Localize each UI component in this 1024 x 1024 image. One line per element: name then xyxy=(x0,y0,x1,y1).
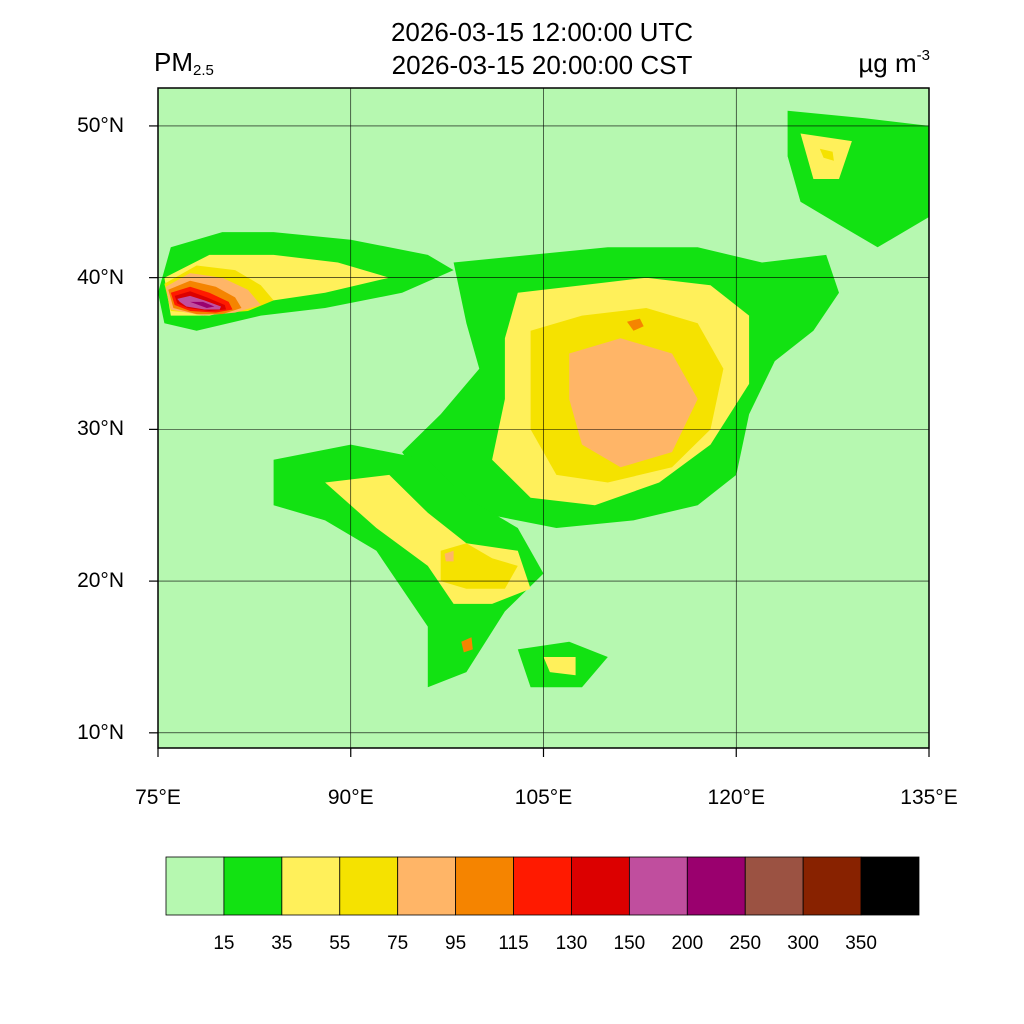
title-cst-time: 2026-03-15 20:00:00 CST xyxy=(391,50,693,80)
lon-label: 120°E xyxy=(707,786,765,809)
colorbar-label: 35 xyxy=(271,933,293,954)
colorbar-label: 150 xyxy=(613,933,646,954)
southwest-indochina-level-5 xyxy=(461,637,473,653)
colorbar-label: 250 xyxy=(729,933,762,954)
colorbar-label: 55 xyxy=(329,933,351,954)
lat-label: 20°N xyxy=(77,569,124,593)
northeast-level-3 xyxy=(819,148,834,161)
southwest-indochina-level-1 xyxy=(273,444,544,688)
unit-exponent: -3 xyxy=(916,47,930,64)
south-china-sea-level-2 xyxy=(543,657,576,676)
colorbar-label: 350 xyxy=(845,933,877,954)
lat-label: 50°N xyxy=(77,113,124,137)
lat-label: 30°N xyxy=(77,417,124,441)
lon-label: 75°E xyxy=(135,786,181,809)
southwest-indochina-level-3 xyxy=(440,543,518,589)
variable-label: PM2.5 xyxy=(154,47,214,79)
tarim-basin-level-9 xyxy=(190,301,215,308)
axis-ticks xyxy=(149,125,930,757)
colorbar-label: 130 xyxy=(555,933,588,954)
north-china-plain-level-5 xyxy=(627,318,644,331)
lon-label: 105°E xyxy=(514,786,573,809)
title-utc-time: 2026-03-15 12:00:00 UTC xyxy=(390,17,694,47)
unit-label: µg m-3 xyxy=(858,47,930,79)
lat-label: 10°N xyxy=(77,720,124,744)
pollution-contours xyxy=(158,110,929,688)
lon-label: 135°E xyxy=(900,786,958,809)
colorbar-label: 300 xyxy=(787,933,819,954)
colorbar-label: 95 xyxy=(445,933,467,954)
unit-base: µg m xyxy=(858,48,917,78)
colorbar-label: 15 xyxy=(213,933,235,954)
north-china-plain-level-4 xyxy=(569,338,698,468)
colorbar-label: 200 xyxy=(671,933,704,954)
lat-lon-gridlines xyxy=(158,88,929,748)
colorbar-label: 115 xyxy=(498,933,529,954)
lat-label: 40°N xyxy=(77,265,124,289)
southwest-indochina-level-4 xyxy=(444,550,454,562)
variable-subscript: 2.5 xyxy=(193,62,214,79)
variable-name: PM xyxy=(154,47,193,77)
lon-label: 90°E xyxy=(327,786,374,809)
colorbar-label: 75 xyxy=(387,933,409,954)
